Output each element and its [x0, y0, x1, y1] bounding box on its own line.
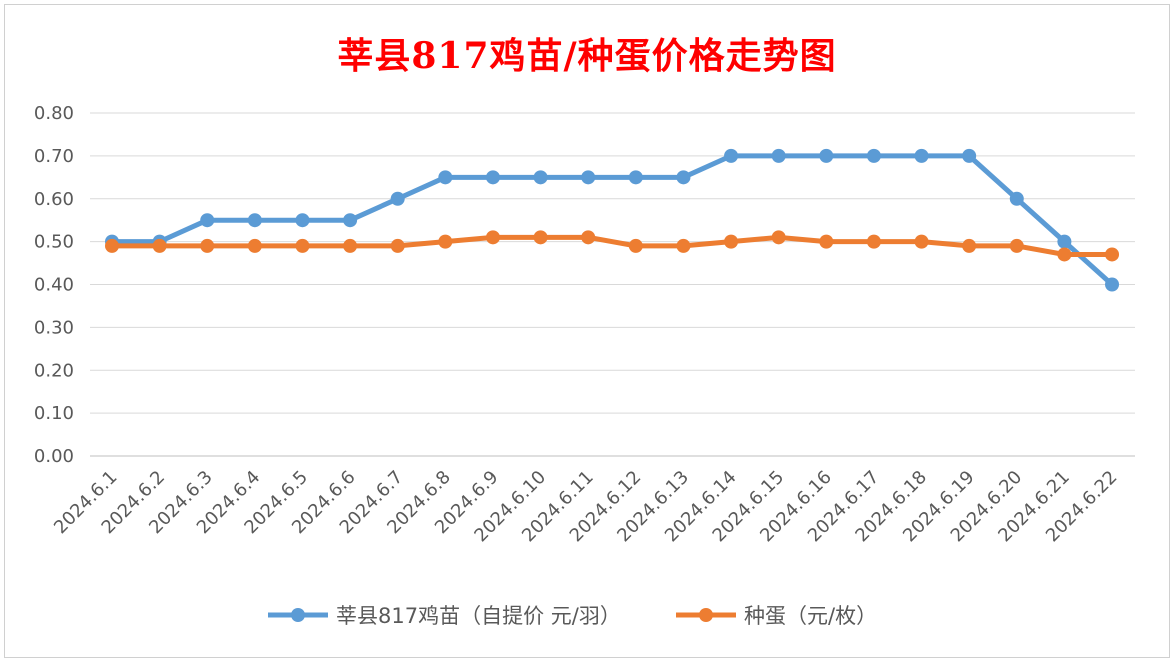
data-point [533, 230, 548, 245]
data-point [485, 170, 500, 185]
data-point [1009, 191, 1024, 206]
data-point [581, 170, 596, 185]
series-line [109, 234, 1115, 257]
data-point [866, 148, 881, 163]
data-point [771, 230, 786, 245]
data-point [1057, 234, 1072, 249]
legend-label: 种蛋（元/枚） [744, 604, 877, 628]
data-point [343, 213, 358, 228]
y-tick-label: 0.50 [34, 232, 74, 253]
data-point [962, 238, 977, 253]
y-tick-label: 0.40 [34, 275, 74, 296]
data-point [200, 213, 215, 228]
legend: 莘县817鸡苗（自提价 元/羽） 种蛋（元/枚） [268, 604, 877, 628]
y-tick-label: 0.70 [34, 146, 74, 167]
data-point [295, 213, 310, 228]
data-point [676, 238, 691, 253]
data-point [914, 148, 929, 163]
data-point [676, 170, 691, 185]
data-point [819, 148, 834, 163]
data-point [390, 238, 405, 253]
data-point [533, 170, 548, 185]
data-point [628, 238, 643, 253]
y-tick-label: 0.10 [34, 403, 74, 424]
data-point [485, 230, 500, 245]
data-point [819, 234, 834, 249]
data-point [628, 170, 643, 185]
legend-marker [291, 608, 305, 622]
data-point [914, 234, 929, 249]
chart-title: 莘县817鸡苗/种蛋价格走势图 [337, 35, 837, 77]
data-point [343, 238, 358, 253]
data-point [105, 238, 119, 253]
data-point [1009, 238, 1024, 253]
data-point [247, 213, 262, 228]
y-tick-label: 0.00 [34, 446, 74, 467]
legend-item-1: 莘县817鸡苗（自提价 元/羽） [268, 604, 621, 628]
series-2 [105, 230, 1120, 262]
data-point [152, 238, 167, 253]
legend-item-2: 种蛋（元/枚） [676, 604, 877, 628]
data-point [771, 148, 786, 163]
x-axis-tick-labels: 2024.6.12024.6.22024.6.32024.6.42024.6.5… [50, 467, 1122, 547]
legend-label: 莘县817鸡苗（自提价 元/羽） [336, 604, 621, 628]
data-point [295, 238, 310, 253]
data-point [866, 234, 881, 249]
data-point [724, 234, 739, 249]
series-line [109, 153, 1115, 287]
series-1 [105, 148, 1120, 292]
y-tick-label: 0.80 [34, 103, 74, 124]
data-point [390, 191, 405, 206]
data-point [1105, 247, 1120, 262]
series-lines [105, 148, 1120, 292]
data-point [438, 234, 453, 249]
data-point [200, 238, 215, 253]
y-axis-tick-labels: 0.00 0.10 0.20 0.30 0.40 0.50 0.60 0.70 0.80 [34, 103, 74, 467]
y-tick-label: 0.20 [34, 360, 74, 381]
data-point [724, 148, 739, 163]
y-tick-label: 0.60 [34, 189, 74, 210]
legend-marker [699, 608, 713, 622]
data-point [1105, 277, 1120, 292]
y-tick-label: 0.30 [34, 317, 74, 338]
data-point [581, 230, 596, 245]
data-point [438, 170, 453, 185]
data-point [962, 148, 977, 163]
data-point [1057, 247, 1072, 262]
data-point [247, 238, 262, 253]
